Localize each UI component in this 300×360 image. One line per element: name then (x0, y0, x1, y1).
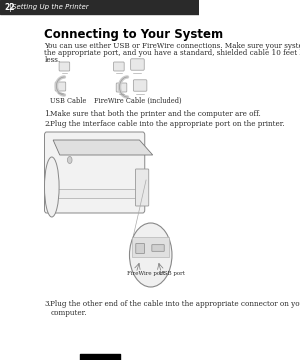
Ellipse shape (44, 157, 59, 217)
Text: Setting Up the Printer: Setting Up the Printer (12, 4, 88, 10)
Circle shape (68, 157, 72, 163)
Text: USB Cable: USB Cable (50, 97, 87, 105)
FancyBboxPatch shape (56, 189, 136, 198)
Text: Make sure that both the printer and the computer are off.: Make sure that both the printer and the … (50, 110, 261, 118)
Text: FireWire Cable (included): FireWire Cable (included) (94, 97, 181, 105)
Text: You can use either USB or FireWire connections. Make sure your system has: You can use either USB or FireWire conne… (44, 42, 300, 50)
FancyBboxPatch shape (136, 243, 144, 253)
FancyBboxPatch shape (116, 83, 127, 92)
FancyBboxPatch shape (113, 62, 124, 71)
Text: USB port: USB port (159, 270, 185, 275)
Bar (0, 0, 199, 14)
Text: 2.: 2. (44, 120, 51, 128)
Text: Connecting to Your System: Connecting to Your System (44, 28, 224, 41)
Text: 3.: 3. (44, 300, 51, 308)
Text: less.: less. (44, 56, 61, 64)
Text: computer.: computer. (50, 309, 87, 317)
Text: 1.: 1. (44, 110, 52, 118)
FancyBboxPatch shape (55, 82, 66, 91)
Text: |: | (9, 3, 12, 12)
Circle shape (130, 223, 172, 287)
FancyBboxPatch shape (133, 80, 147, 91)
FancyBboxPatch shape (152, 245, 164, 251)
Text: the appropriate port, and you have a standard, shielded cable 10 feet long or: the appropriate port, and you have a sta… (44, 49, 300, 57)
Polygon shape (53, 140, 153, 155)
FancyBboxPatch shape (131, 59, 144, 70)
FancyBboxPatch shape (132, 237, 169, 257)
FancyBboxPatch shape (44, 132, 145, 213)
FancyBboxPatch shape (136, 169, 149, 206)
Text: Plug the interface cable into the appropriate port on the printer.: Plug the interface cable into the approp… (50, 120, 285, 128)
FancyBboxPatch shape (59, 62, 70, 71)
Text: 22: 22 (4, 3, 14, 12)
Text: FireWire port: FireWire port (127, 270, 165, 275)
Text: Plug the other end of the cable into the appropriate connector on your: Plug the other end of the cable into the… (50, 300, 300, 308)
